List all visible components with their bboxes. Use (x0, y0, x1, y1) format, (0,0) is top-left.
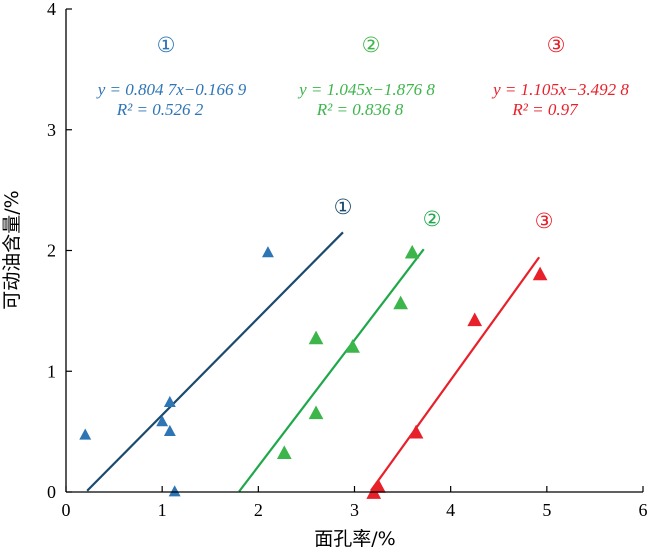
line-label-2: ② (423, 207, 442, 231)
equation-3: y = 1.105x−3.492 8 (491, 80, 629, 99)
plot-area: ① y = 0.804 7x−0.166 9R² = 0.526 2 ① ② y = 1… (79, 33, 629, 499)
data-point (393, 295, 409, 310)
data-point (467, 312, 483, 327)
x-tick-label: 5 (542, 500, 551, 520)
x-tick-label: 2 (254, 500, 263, 520)
data-point (532, 266, 548, 281)
fit-line-3 (369, 256, 541, 492)
equation-1: y = 0.804 7x−0.166 9 (96, 80, 247, 99)
data-point (345, 339, 360, 353)
y-tick-label: 1 (47, 361, 56, 381)
data-point (168, 485, 181, 497)
line-label-3: ③ (535, 209, 554, 233)
ticks: 0 1 2 3 4 5 6 0 1 2 3 4 (47, 0, 648, 520)
data-point (163, 424, 176, 436)
x-tick-label: 4 (446, 500, 455, 520)
data-point (163, 395, 176, 407)
x-tick-label: 1 (158, 500, 167, 520)
series-label-3: ③ (547, 33, 566, 57)
r-squared-2: R² = 0.836 8 (316, 100, 404, 119)
fit-line-2 (238, 248, 425, 493)
equation-2: y = 1.045x−1.876 8 (297, 80, 435, 99)
x-tick-label: 0 (62, 500, 71, 520)
data-point (308, 405, 324, 420)
r-squared-1: R² = 0.526 2 (116, 100, 204, 119)
y-tick-label: 2 (47, 241, 56, 261)
series-1: ① y = 0.804 7x−0.166 9R² = 0.526 2 ① (79, 33, 353, 497)
data-point (79, 428, 92, 440)
fit-line-1 (86, 231, 344, 492)
data-point (408, 424, 424, 439)
x-axis-title: 面孔率/% (314, 528, 395, 550)
series-2: ② y = 1.045x−1.876 8R² = 0.836 8 ② (238, 33, 442, 493)
data-point (262, 246, 274, 258)
line-label-1: ① (334, 195, 353, 219)
data-point (156, 415, 169, 427)
data-point (276, 445, 292, 459)
y-axis-title: 可动油含量/% (1, 190, 23, 309)
series-3: ③ y = 1.105x−3.492 8R² = 0.97 ③ (366, 33, 629, 499)
data-point (404, 244, 420, 259)
y-tick-label: 4 (47, 0, 56, 19)
series-label-2: ② (362, 33, 381, 57)
x-tick-label: 6 (639, 500, 648, 520)
y-tick-label: 0 (47, 482, 56, 502)
r-squared-3: R² = 0.97 (511, 100, 579, 119)
data-point (308, 330, 324, 345)
x-tick-label: 3 (350, 500, 359, 520)
data-point (371, 479, 386, 493)
series-label-1: ① (157, 33, 176, 57)
y-tick-label: 3 (47, 120, 56, 140)
